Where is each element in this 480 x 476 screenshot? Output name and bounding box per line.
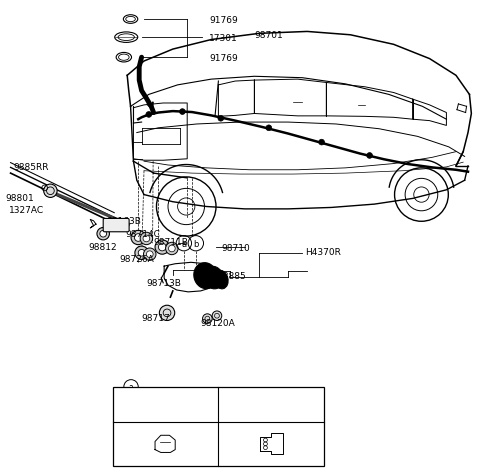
Text: 98885: 98885 [217, 272, 246, 280]
Text: 91769: 91769 [209, 54, 238, 62]
Circle shape [319, 140, 324, 146]
Text: 98163B: 98163B [107, 217, 142, 225]
Text: 98662B: 98662B [248, 400, 283, 409]
Circle shape [166, 243, 178, 255]
Circle shape [100, 231, 107, 238]
Circle shape [144, 248, 156, 261]
Text: 17301: 17301 [209, 34, 238, 42]
Ellipse shape [194, 263, 217, 289]
Ellipse shape [204, 267, 223, 289]
Circle shape [158, 244, 166, 251]
Text: 98714C: 98714C [126, 230, 161, 238]
Circle shape [146, 112, 152, 118]
Circle shape [159, 306, 175, 321]
Text: H4370R: H4370R [305, 248, 341, 257]
Circle shape [146, 251, 153, 258]
Text: 98701: 98701 [254, 31, 283, 40]
Text: 98812: 98812 [89, 242, 118, 251]
Circle shape [143, 236, 150, 242]
Circle shape [138, 250, 145, 257]
Circle shape [168, 246, 175, 252]
Text: a: a [129, 400, 133, 409]
Circle shape [97, 228, 109, 240]
Circle shape [134, 234, 142, 242]
Text: 98710: 98710 [222, 244, 251, 253]
Text: 98713B: 98713B [146, 279, 181, 288]
Circle shape [44, 185, 57, 198]
Circle shape [140, 233, 153, 245]
Circle shape [266, 126, 272, 131]
Circle shape [218, 116, 224, 122]
Text: a: a [129, 383, 133, 391]
Circle shape [212, 311, 222, 321]
Text: 98726A: 98726A [119, 255, 154, 263]
Text: 98801: 98801 [6, 194, 35, 202]
Circle shape [367, 153, 372, 159]
Text: 9885RR: 9885RR [13, 163, 49, 172]
Text: 98711B: 98711B [154, 238, 189, 246]
Circle shape [180, 109, 185, 115]
Text: 81199: 81199 [146, 400, 175, 409]
Text: b: b [193, 239, 199, 248]
Text: 91769: 91769 [209, 16, 238, 24]
Ellipse shape [214, 270, 228, 289]
Circle shape [135, 247, 148, 260]
Text: b: b [231, 400, 236, 409]
Text: 98717: 98717 [142, 314, 170, 322]
FancyBboxPatch shape [103, 219, 129, 232]
Text: 1327AC: 1327AC [9, 206, 44, 215]
Circle shape [203, 314, 212, 324]
Circle shape [155, 240, 169, 255]
Circle shape [131, 231, 145, 245]
Text: a: a [181, 239, 186, 248]
Text: 98120A: 98120A [201, 318, 235, 327]
Bar [113, 387, 324, 466]
